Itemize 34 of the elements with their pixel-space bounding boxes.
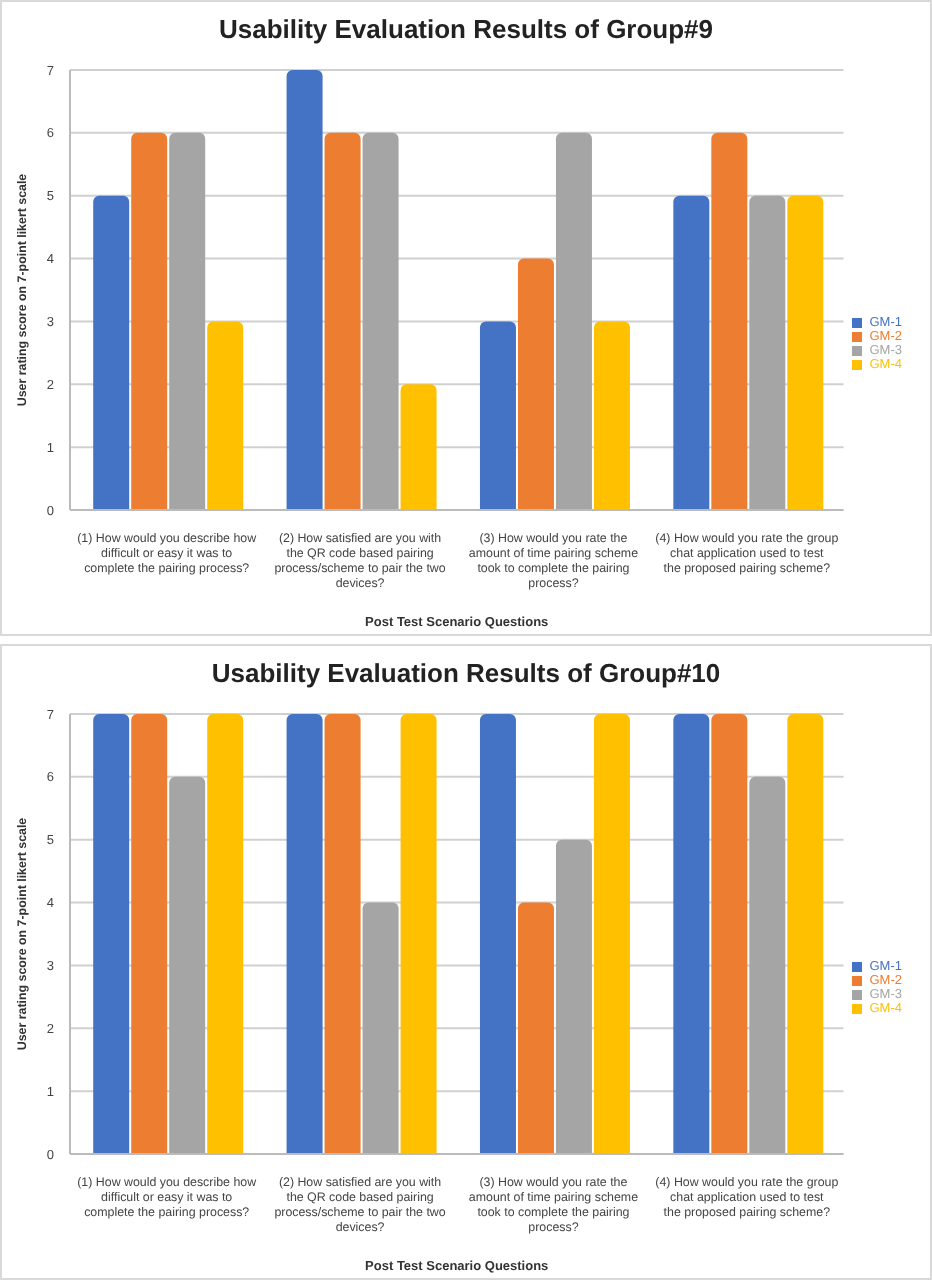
bar bbox=[517, 258, 554, 510]
chart-title: Usability Evaluation Results of Group#10 bbox=[209, 656, 723, 692]
bar bbox=[324, 714, 361, 1154]
bar bbox=[749, 776, 786, 1154]
bar bbox=[787, 714, 824, 1154]
bar bbox=[93, 714, 130, 1154]
bar bbox=[93, 195, 130, 510]
bar bbox=[749, 195, 786, 510]
bar bbox=[673, 714, 710, 1154]
bar bbox=[169, 132, 206, 510]
bar bbox=[787, 195, 824, 510]
bar bbox=[400, 384, 437, 510]
bar bbox=[673, 195, 710, 510]
bar bbox=[517, 902, 554, 1154]
bar bbox=[207, 714, 244, 1154]
bar bbox=[479, 321, 516, 510]
bar bbox=[131, 132, 168, 510]
bar bbox=[711, 132, 748, 510]
bar bbox=[555, 839, 592, 1154]
bar bbox=[286, 714, 323, 1154]
bar bbox=[324, 132, 361, 510]
bar bbox=[286, 70, 323, 510]
bar bbox=[169, 776, 206, 1154]
bar bbox=[593, 714, 630, 1154]
chart-title: Usability Evaluation Results of Group#9 bbox=[216, 12, 716, 48]
bar bbox=[207, 321, 244, 510]
bar bbox=[362, 132, 399, 510]
bar bbox=[711, 714, 748, 1154]
bar bbox=[400, 714, 437, 1154]
bar bbox=[362, 902, 399, 1154]
bar bbox=[131, 714, 168, 1154]
bar bbox=[593, 321, 630, 510]
bar bbox=[479, 714, 516, 1154]
bar bbox=[555, 132, 592, 510]
